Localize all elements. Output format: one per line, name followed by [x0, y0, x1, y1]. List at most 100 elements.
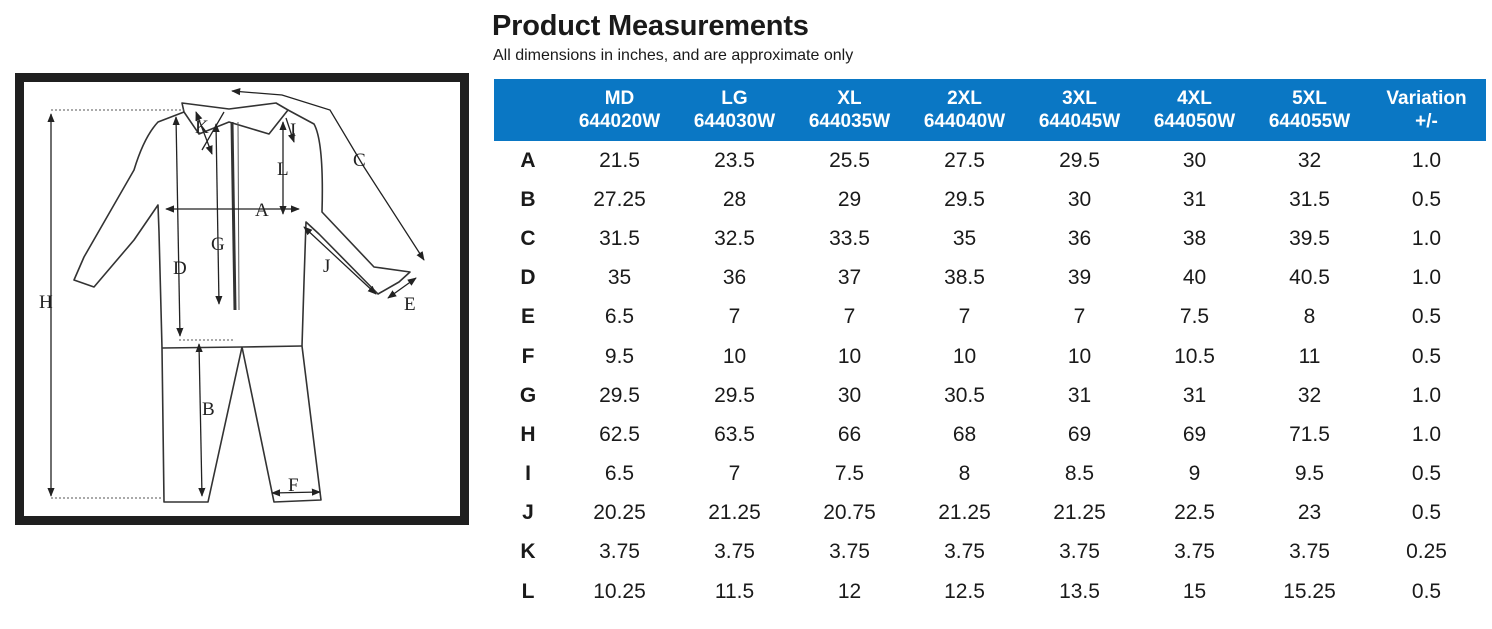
table-cell: 9.5 — [604, 344, 635, 368]
row-key: L — [521, 579, 535, 603]
table-row: J 20.25 21.25 20.75 21.25 21.25 22.5 23 0.5 — [494, 494, 1486, 533]
coverall-diagram: A B C D E F G H I J K L — [15, 73, 469, 525]
row-key: H — [520, 422, 536, 446]
table-cell: 27.5 — [944, 148, 985, 172]
table-cell: 25.5 — [829, 148, 870, 172]
table-cell: 29.5 — [714, 383, 755, 407]
table-cell: 21.25 — [1053, 501, 1106, 525]
header-size-1: LG 644030W — [677, 79, 792, 141]
table-cell: 23.5 — [714, 148, 755, 172]
table-cell: 35 — [607, 266, 632, 290]
row-key: J — [522, 501, 534, 525]
table-cell: 40 — [1182, 266, 1207, 290]
table-cell: 12 — [837, 579, 862, 603]
variation-cell: 1.0 — [1411, 266, 1442, 290]
table-cell: 15.25 — [1283, 579, 1336, 603]
table-cell: 9.5 — [1294, 462, 1325, 486]
header-variation: Variation +/- — [1367, 79, 1486, 141]
table-cell: 32 — [1297, 383, 1322, 407]
table-cell: 7 — [843, 305, 856, 329]
variation-cell: 0.5 — [1411, 501, 1442, 525]
table-cell: 38 — [1182, 226, 1207, 250]
label-h: H — [39, 292, 53, 313]
table-cell: 3.75 — [599, 540, 640, 564]
row-key: K — [520, 540, 536, 564]
label-d: D — [173, 258, 187, 279]
table-cell: 7.5 — [834, 462, 865, 486]
table-cell: 63.5 — [714, 422, 755, 446]
table-cell: 15 — [1182, 579, 1207, 603]
size-label: 4XL — [1177, 88, 1212, 109]
row-key: G — [519, 383, 537, 407]
row-key: A — [520, 148, 536, 172]
table-row: F 9.5 10 10 10 10 10.5 11 0.5 — [494, 337, 1486, 376]
table-cell: 3.75 — [1059, 540, 1100, 564]
table-cell: 39.5 — [1289, 226, 1330, 250]
label-c: C — [353, 150, 366, 171]
row-key: D — [520, 266, 536, 290]
label-a: A — [255, 200, 269, 221]
size-label: LG — [721, 88, 748, 109]
table-cell: 7 — [728, 305, 741, 329]
table-cell: 8 — [958, 462, 971, 486]
header-size-4: 3XL 644045W — [1022, 79, 1137, 141]
table-cell: 21.25 — [938, 501, 991, 525]
variation-label: Variation — [1386, 88, 1467, 109]
table-cell: 3.75 — [1174, 540, 1215, 564]
variation-unit: +/- — [1415, 111, 1438, 132]
variation-cell: 0.5 — [1411, 187, 1442, 211]
table-cell: 30.5 — [944, 383, 985, 407]
table-cell: 27.25 — [593, 187, 646, 211]
table-cell: 10 — [722, 344, 747, 368]
table-cell: 31 — [1067, 383, 1092, 407]
table-cell: 31.5 — [599, 226, 640, 250]
table-cell: 21.5 — [599, 148, 640, 172]
label-l: L — [277, 159, 289, 180]
table-cell: 10 — [952, 344, 977, 368]
table-cell: 12.5 — [944, 579, 985, 603]
row-key: C — [520, 226, 536, 250]
variation-cell: 0.5 — [1411, 579, 1442, 603]
variation-cell: 1.0 — [1411, 383, 1442, 407]
diagram-canvas: A B C D E F G H I J K L — [24, 82, 460, 516]
header-size-5: 4XL 644050W — [1137, 79, 1252, 141]
page-title: Product Measurements — [492, 10, 809, 42]
table-cell: 30 — [1067, 187, 1092, 211]
table-body: A 21.5 23.5 25.5 27.5 29.5 30 32 1.0 B 27.25 28 29 29… — [494, 141, 1486, 611]
table-cell: 29 — [837, 187, 862, 211]
variation-cell: 0.5 — [1411, 462, 1442, 486]
variation-cell: 1.0 — [1411, 148, 1442, 172]
table-cell: 23 — [1297, 501, 1322, 525]
table-cell: 29.5 — [944, 187, 985, 211]
table-cell: 38.5 — [944, 266, 985, 290]
table-cell: 68 — [952, 422, 977, 446]
table-cell: 28 — [722, 187, 747, 211]
table-cell: 30 — [1182, 148, 1207, 172]
table-cell: 8.5 — [1064, 462, 1095, 486]
table-cell: 31.5 — [1289, 187, 1330, 211]
size-label: 5XL — [1292, 88, 1327, 109]
table-cell: 71.5 — [1289, 422, 1330, 446]
variation-cell: 0.5 — [1411, 305, 1442, 329]
size-label: 2XL — [947, 88, 982, 109]
table-cell: 39 — [1067, 266, 1092, 290]
table-cell: 9 — [1188, 462, 1201, 486]
label-k: K — [195, 117, 209, 138]
table-cell: 10 — [837, 344, 862, 368]
table-cell: 6.5 — [604, 462, 635, 486]
table-cell: 40.5 — [1289, 266, 1330, 290]
header-size-3: 2XL 644040W — [907, 79, 1022, 141]
row-key: B — [520, 187, 536, 211]
product-code: 644045W — [1038, 111, 1121, 132]
table-cell: 36 — [722, 266, 747, 290]
variation-cell: 0.25 — [1406, 540, 1447, 564]
table-header-row: MD 644020W LG 644030W XL 644035W 2XL 644040W 3XL… — [494, 79, 1486, 141]
table-cell: 62.5 — [599, 422, 640, 446]
table-cell: 7 — [728, 462, 741, 486]
table-cell: 3.75 — [714, 540, 755, 564]
size-label: XL — [837, 88, 862, 109]
table-cell: 20.25 — [593, 501, 646, 525]
label-b: B — [202, 399, 215, 420]
table-cell: 69 — [1182, 422, 1207, 446]
variation-cell: 1.0 — [1411, 422, 1442, 446]
